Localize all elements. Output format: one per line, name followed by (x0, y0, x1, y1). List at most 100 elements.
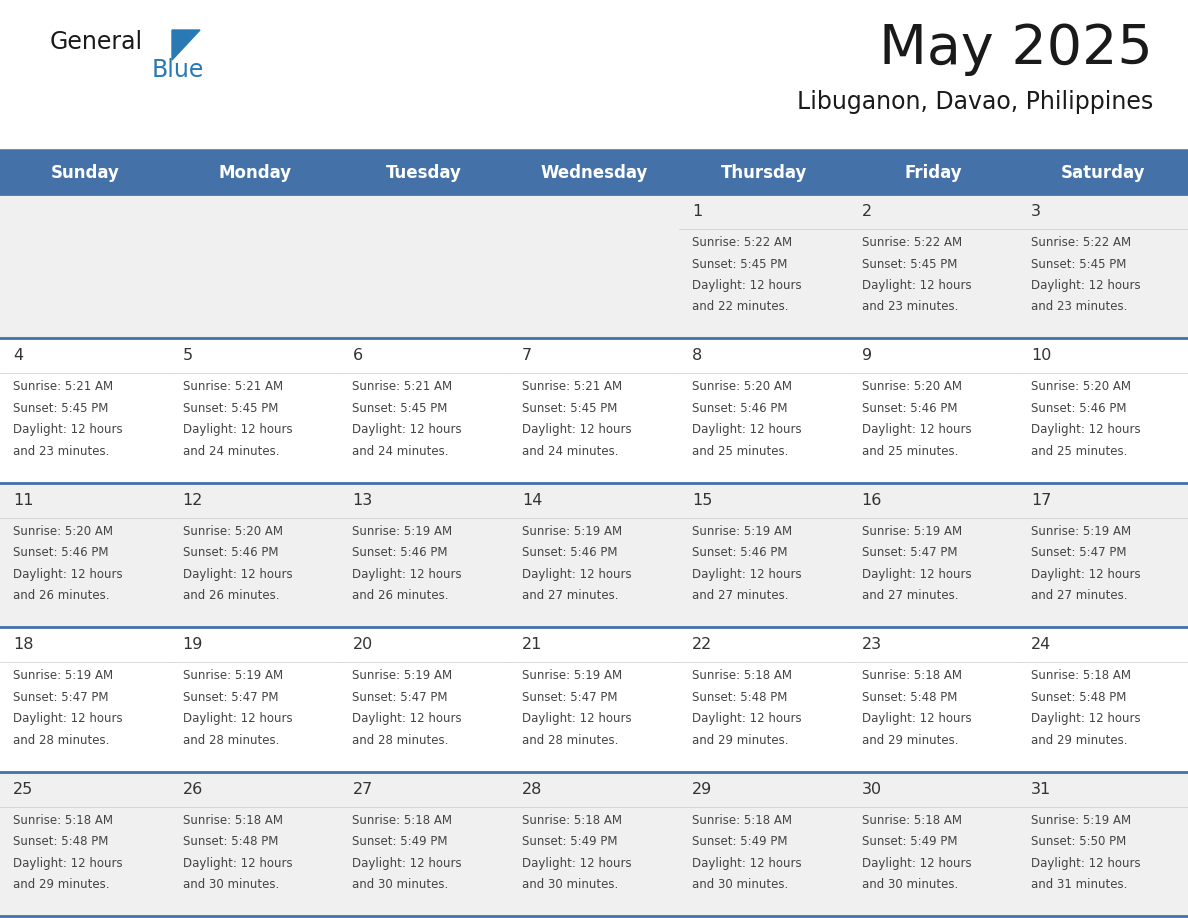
Text: 25: 25 (13, 781, 33, 797)
Text: and 28 minutes.: and 28 minutes. (353, 733, 449, 746)
Text: Sunrise: 5:21 AM: Sunrise: 5:21 AM (183, 380, 283, 394)
Text: 23: 23 (861, 637, 881, 652)
Text: and 29 minutes.: and 29 minutes. (13, 879, 109, 891)
Text: 7: 7 (523, 349, 532, 364)
Text: and 25 minutes.: and 25 minutes. (861, 445, 958, 458)
Text: Sunrise: 5:18 AM: Sunrise: 5:18 AM (861, 813, 961, 826)
Text: Daylight: 12 hours: Daylight: 12 hours (1031, 856, 1140, 869)
Text: Daylight: 12 hours: Daylight: 12 hours (523, 568, 632, 581)
Text: Sunset: 5:49 PM: Sunset: 5:49 PM (523, 835, 618, 848)
Text: Daylight: 12 hours: Daylight: 12 hours (183, 568, 292, 581)
Text: Daylight: 12 hours: Daylight: 12 hours (13, 568, 122, 581)
Text: Sunrise: 5:20 AM: Sunrise: 5:20 AM (183, 525, 283, 538)
Bar (0, 772, 1188, 916)
Text: Sunrise: 5:20 AM: Sunrise: 5:20 AM (13, 525, 113, 538)
Text: Sunrise: 5:19 AM: Sunrise: 5:19 AM (523, 525, 623, 538)
Text: and 25 minutes.: and 25 minutes. (691, 445, 788, 458)
Text: Sunset: 5:49 PM: Sunset: 5:49 PM (691, 835, 788, 848)
Text: Sunrise: 5:18 AM: Sunrise: 5:18 AM (691, 669, 792, 682)
Text: Sunset: 5:45 PM: Sunset: 5:45 PM (691, 258, 788, 271)
Text: Sunday: Sunday (50, 164, 119, 182)
Text: Sunrise: 5:19 AM: Sunrise: 5:19 AM (353, 525, 453, 538)
Text: Sunset: 5:45 PM: Sunset: 5:45 PM (353, 402, 448, 415)
Text: and 31 minutes.: and 31 minutes. (1031, 879, 1127, 891)
Text: Daylight: 12 hours: Daylight: 12 hours (183, 423, 292, 436)
Text: 9: 9 (861, 349, 872, 364)
Text: Sunrise: 5:21 AM: Sunrise: 5:21 AM (523, 380, 623, 394)
Text: Sunrise: 5:21 AM: Sunrise: 5:21 AM (353, 380, 453, 394)
Text: Sunrise: 5:19 AM: Sunrise: 5:19 AM (13, 669, 113, 682)
Text: Sunset: 5:49 PM: Sunset: 5:49 PM (861, 835, 958, 848)
Text: Daylight: 12 hours: Daylight: 12 hours (691, 856, 802, 869)
Text: Daylight: 12 hours: Daylight: 12 hours (861, 856, 972, 869)
Text: Sunset: 5:48 PM: Sunset: 5:48 PM (691, 690, 788, 704)
Text: Sunset: 5:48 PM: Sunset: 5:48 PM (861, 690, 958, 704)
Text: Sunset: 5:46 PM: Sunset: 5:46 PM (353, 546, 448, 559)
Text: Daylight: 12 hours: Daylight: 12 hours (523, 712, 632, 725)
Text: and 30 minutes.: and 30 minutes. (353, 879, 449, 891)
Text: 8: 8 (691, 349, 702, 364)
Text: 20: 20 (353, 637, 373, 652)
Text: Daylight: 12 hours: Daylight: 12 hours (13, 423, 122, 436)
Text: Daylight: 12 hours: Daylight: 12 hours (691, 423, 802, 436)
Text: and 24 minutes.: and 24 minutes. (183, 445, 279, 458)
Text: Monday: Monday (219, 164, 291, 182)
Text: and 26 minutes.: and 26 minutes. (353, 589, 449, 602)
Text: Sunrise: 5:19 AM: Sunrise: 5:19 AM (183, 669, 283, 682)
Text: Sunset: 5:46 PM: Sunset: 5:46 PM (1031, 402, 1126, 415)
Text: Wednesday: Wednesday (541, 164, 647, 182)
Text: Sunset: 5:48 PM: Sunset: 5:48 PM (183, 835, 278, 848)
Text: and 30 minutes.: and 30 minutes. (183, 879, 279, 891)
Text: General: General (50, 30, 143, 54)
Text: Daylight: 12 hours: Daylight: 12 hours (861, 279, 972, 292)
Text: 1: 1 (691, 204, 702, 219)
Text: 29: 29 (691, 781, 712, 797)
Text: Sunset: 5:45 PM: Sunset: 5:45 PM (183, 402, 278, 415)
Text: Sunset: 5:48 PM: Sunset: 5:48 PM (13, 835, 108, 848)
Text: 10: 10 (1031, 349, 1051, 364)
Text: Sunset: 5:47 PM: Sunset: 5:47 PM (353, 690, 448, 704)
Text: Saturday: Saturday (1061, 164, 1145, 182)
Text: 31: 31 (1031, 781, 1051, 797)
Polygon shape (172, 30, 200, 60)
Text: Sunset: 5:46 PM: Sunset: 5:46 PM (691, 402, 788, 415)
Text: Sunset: 5:47 PM: Sunset: 5:47 PM (183, 690, 278, 704)
Text: Daylight: 12 hours: Daylight: 12 hours (861, 423, 972, 436)
Text: 12: 12 (183, 493, 203, 508)
Text: and 26 minutes.: and 26 minutes. (13, 589, 109, 602)
Text: Daylight: 12 hours: Daylight: 12 hours (861, 712, 972, 725)
Text: 22: 22 (691, 637, 712, 652)
Text: Daylight: 12 hours: Daylight: 12 hours (691, 568, 802, 581)
Text: and 27 minutes.: and 27 minutes. (861, 589, 958, 602)
Text: 19: 19 (183, 637, 203, 652)
Text: Sunset: 5:45 PM: Sunset: 5:45 PM (13, 402, 108, 415)
Text: Sunrise: 5:19 AM: Sunrise: 5:19 AM (861, 525, 962, 538)
Text: Sunrise: 5:18 AM: Sunrise: 5:18 AM (1031, 669, 1131, 682)
Text: Sunset: 5:47 PM: Sunset: 5:47 PM (1031, 546, 1126, 559)
Text: Sunrise: 5:19 AM: Sunrise: 5:19 AM (691, 525, 792, 538)
Text: and 30 minutes.: and 30 minutes. (523, 879, 619, 891)
Text: Daylight: 12 hours: Daylight: 12 hours (1031, 568, 1140, 581)
Text: 18: 18 (13, 637, 33, 652)
Text: and 23 minutes.: and 23 minutes. (861, 300, 958, 314)
Bar (0, 483, 1188, 627)
Text: and 30 minutes.: and 30 minutes. (691, 879, 788, 891)
Text: and 27 minutes.: and 27 minutes. (1031, 589, 1127, 602)
Text: and 22 minutes.: and 22 minutes. (691, 300, 789, 314)
Text: Daylight: 12 hours: Daylight: 12 hours (13, 856, 122, 869)
Text: Sunrise: 5:18 AM: Sunrise: 5:18 AM (861, 669, 961, 682)
Text: and 29 minutes.: and 29 minutes. (1031, 733, 1127, 746)
Text: 4: 4 (13, 349, 23, 364)
Text: Sunrise: 5:19 AM: Sunrise: 5:19 AM (353, 669, 453, 682)
Text: Daylight: 12 hours: Daylight: 12 hours (1031, 423, 1140, 436)
Text: 11: 11 (13, 493, 33, 508)
Text: Sunset: 5:46 PM: Sunset: 5:46 PM (183, 546, 278, 559)
Text: Sunset: 5:46 PM: Sunset: 5:46 PM (861, 402, 958, 415)
Bar (0, 152, 1188, 194)
Text: Daylight: 12 hours: Daylight: 12 hours (183, 856, 292, 869)
Text: and 29 minutes.: and 29 minutes. (861, 733, 958, 746)
Text: Sunrise: 5:19 AM: Sunrise: 5:19 AM (1031, 525, 1131, 538)
Text: Sunset: 5:50 PM: Sunset: 5:50 PM (1031, 835, 1126, 848)
Text: Libuganon, Davao, Philippines: Libuganon, Davao, Philippines (797, 90, 1154, 114)
Text: Daylight: 12 hours: Daylight: 12 hours (1031, 279, 1140, 292)
